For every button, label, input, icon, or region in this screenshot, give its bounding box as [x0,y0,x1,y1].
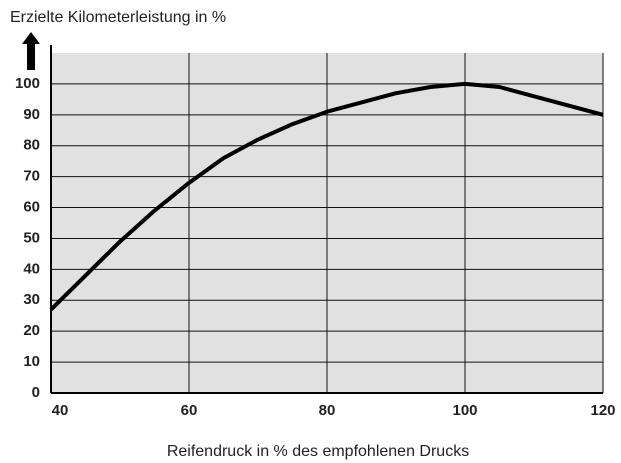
up-arrow [22,32,40,56]
data-line [49,81,604,311]
plot-area [50,53,604,394]
x-tick-label: 80 [319,402,336,419]
x-tick-label: 60 [181,402,198,419]
x-tick-label: 100 [452,402,477,419]
y-tick-label: 70 [23,168,40,185]
y-tick-label: 0 [32,384,40,401]
chart-title: Erzielte Kilometerleistung in % [10,9,226,26]
y-tick-label: 40 [23,260,40,277]
y-tick-label: 60 [23,199,40,216]
up-arrow-shaft [27,56,35,70]
y-tick-label: 80 [23,137,40,154]
y-tick-label: 90 [23,106,40,123]
y-tick-label: 20 [23,322,40,339]
y-tick-label: 10 [23,353,40,370]
y-tick-label: 50 [23,229,40,246]
x-tick-label: 40 [52,402,69,419]
y-tick-label: 100 [15,75,40,92]
x-tick-label: 120 [590,402,615,419]
y-tick-label: 30 [23,291,40,308]
x-axis-label: Reifendruck in % des empfohlenen Drucks [167,443,469,460]
